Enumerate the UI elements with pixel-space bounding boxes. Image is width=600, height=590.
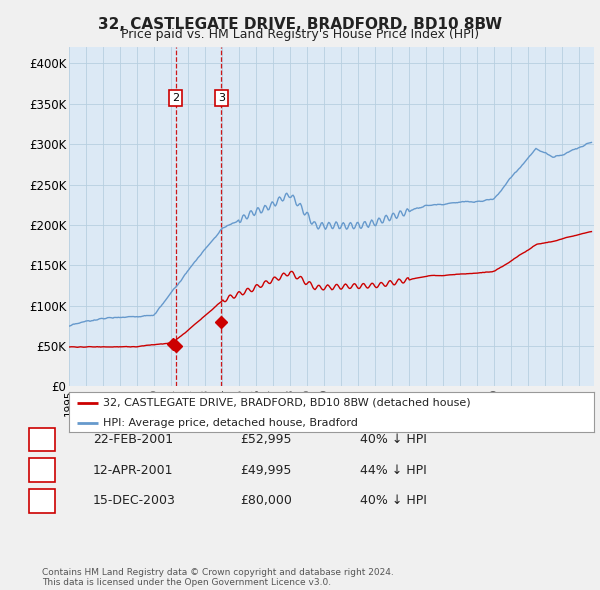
Text: 32, CASTLEGATE DRIVE, BRADFORD, BD10 8BW (detached house): 32, CASTLEGATE DRIVE, BRADFORD, BD10 8BW… bbox=[103, 398, 471, 408]
Text: 2: 2 bbox=[38, 464, 46, 477]
Text: 15-DEC-2003: 15-DEC-2003 bbox=[93, 494, 176, 507]
Text: 12-APR-2001: 12-APR-2001 bbox=[93, 464, 173, 477]
Text: £80,000: £80,000 bbox=[240, 494, 292, 507]
Text: £52,995: £52,995 bbox=[240, 433, 292, 446]
Text: £49,995: £49,995 bbox=[240, 464, 292, 477]
Text: 3: 3 bbox=[218, 93, 225, 103]
Text: 2: 2 bbox=[172, 93, 179, 103]
Text: 3: 3 bbox=[38, 494, 46, 507]
Text: HPI: Average price, detached house, Bradford: HPI: Average price, detached house, Brad… bbox=[103, 418, 358, 428]
Text: 32, CASTLEGATE DRIVE, BRADFORD, BD10 8BW: 32, CASTLEGATE DRIVE, BRADFORD, BD10 8BW bbox=[98, 17, 502, 31]
Text: Price paid vs. HM Land Registry's House Price Index (HPI): Price paid vs. HM Land Registry's House … bbox=[121, 28, 479, 41]
Text: 44% ↓ HPI: 44% ↓ HPI bbox=[360, 464, 427, 477]
Text: 1: 1 bbox=[38, 433, 46, 446]
Text: 40% ↓ HPI: 40% ↓ HPI bbox=[360, 433, 427, 446]
Text: 22-FEB-2001: 22-FEB-2001 bbox=[93, 433, 173, 446]
Text: Contains HM Land Registry data © Crown copyright and database right 2024.
This d: Contains HM Land Registry data © Crown c… bbox=[42, 568, 394, 587]
Text: 40% ↓ HPI: 40% ↓ HPI bbox=[360, 494, 427, 507]
